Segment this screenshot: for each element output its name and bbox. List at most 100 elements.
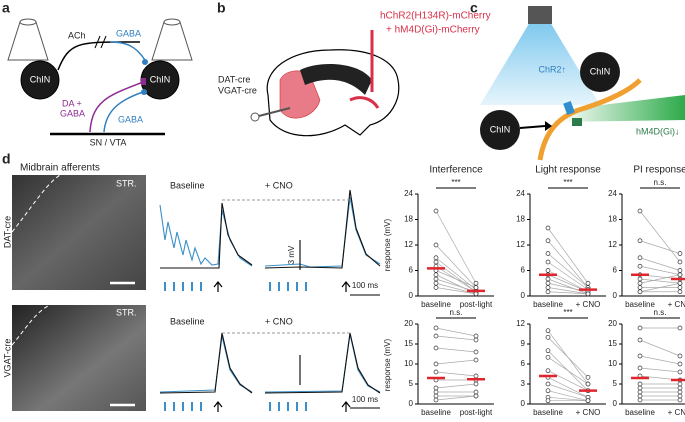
pair-line xyxy=(547,396,589,402)
panel-label: a xyxy=(2,0,10,16)
label: STR. xyxy=(116,178,137,188)
x-tick-label: post-light xyxy=(460,300,493,309)
x-tick-label: baseline xyxy=(625,408,655,417)
data-point xyxy=(677,353,683,359)
data-point xyxy=(677,251,683,256)
pair-line xyxy=(435,347,477,353)
label: hM4D(Gi)↓ xyxy=(636,126,680,136)
plot-title: Light response xyxy=(535,165,601,176)
y-tick-label: 24 xyxy=(404,189,413,198)
label: SN / VTA xyxy=(90,137,127,147)
data-point xyxy=(677,325,683,331)
pair-line xyxy=(435,261,477,293)
y-tick-label: 0 xyxy=(409,399,414,408)
plot-title: PI response xyxy=(633,165,685,176)
pair-line xyxy=(547,253,589,288)
pair-line xyxy=(639,265,681,276)
y-tick-label: 15 xyxy=(608,339,617,348)
data-point xyxy=(637,393,643,399)
data-point xyxy=(545,285,551,290)
axis-title: response (mV) xyxy=(383,218,392,271)
y-tick-label: 6 xyxy=(613,266,618,275)
data-point xyxy=(677,280,683,286)
y-tick-label: 12 xyxy=(516,240,525,249)
y-tick-label: 0 xyxy=(521,399,526,408)
pair-line xyxy=(435,327,477,337)
label: ACh xyxy=(68,30,86,40)
pair-line xyxy=(547,291,589,295)
data-point xyxy=(473,357,479,363)
data-point xyxy=(433,369,439,375)
data-point xyxy=(637,385,643,391)
y-tick-label: 15 xyxy=(404,339,413,348)
data-point xyxy=(433,285,439,290)
data-point xyxy=(545,251,551,256)
pair-line xyxy=(547,227,589,284)
data-point xyxy=(545,268,551,273)
label: + CNO xyxy=(265,316,293,326)
data-point xyxy=(473,373,479,379)
y-tick-label: 9 xyxy=(521,339,526,348)
data-point xyxy=(677,272,683,278)
data-point xyxy=(545,354,551,360)
data-point xyxy=(637,276,643,282)
data-point xyxy=(637,208,643,214)
data-point xyxy=(545,238,551,244)
y-tick-label: 5 xyxy=(613,379,618,388)
data-point xyxy=(433,255,439,261)
data-point xyxy=(473,381,479,387)
data-point xyxy=(433,389,439,395)
x-tick-label: baseline xyxy=(533,408,563,417)
significance: n.s. xyxy=(654,308,667,317)
diagram-a xyxy=(7,18,193,136)
pair-line xyxy=(435,244,477,288)
significance: *** xyxy=(563,308,572,317)
data-point xyxy=(545,334,551,340)
panel-label: b xyxy=(217,0,226,16)
pair-line xyxy=(547,383,589,398)
label: + hM4D(Gi)-mCherry xyxy=(386,25,480,36)
data-point xyxy=(637,289,643,295)
pair-line xyxy=(639,367,681,373)
data-point xyxy=(677,397,683,403)
x-tick-label: post-light xyxy=(460,408,493,417)
x-tick-label: baseline xyxy=(421,300,451,309)
data-point xyxy=(637,353,643,359)
label: DA + xyxy=(62,98,82,108)
label: GABA xyxy=(116,28,141,38)
x-tick-label: + CNO xyxy=(668,300,685,309)
label: GABA xyxy=(60,108,85,118)
pair-line xyxy=(435,287,477,295)
data-point xyxy=(473,393,479,399)
pair-line xyxy=(639,282,681,293)
data-point xyxy=(433,333,439,339)
y-tick-label: 10 xyxy=(608,359,617,368)
data-point xyxy=(677,285,683,290)
data-point xyxy=(433,361,439,367)
data-point xyxy=(433,242,439,248)
pair-line xyxy=(435,335,477,341)
node-label: ChIN xyxy=(150,74,171,84)
y-tick-label: 5 xyxy=(409,379,414,388)
data-point xyxy=(637,381,643,387)
y-tick-label: 6 xyxy=(521,359,526,368)
y-tick-label: 18 xyxy=(608,215,617,224)
pair-line xyxy=(435,278,477,293)
y-tick-label: 20 xyxy=(404,319,413,328)
diagram-c xyxy=(480,6,685,161)
data-point xyxy=(473,349,479,355)
y-tick-label: 0 xyxy=(409,291,414,300)
pair-line xyxy=(639,274,681,284)
panel-title: Midbrain afferents xyxy=(20,163,100,174)
data-point xyxy=(677,289,683,295)
data-point xyxy=(545,348,551,354)
pair-line xyxy=(435,359,477,365)
data-point xyxy=(473,291,479,297)
pair-line xyxy=(639,355,681,365)
significance: n.s. xyxy=(654,178,667,187)
data-point xyxy=(585,291,591,297)
data-point xyxy=(585,280,591,286)
plot-title: Interference xyxy=(429,165,483,176)
node-label: ChIN xyxy=(30,74,51,84)
pair-line xyxy=(547,261,589,290)
